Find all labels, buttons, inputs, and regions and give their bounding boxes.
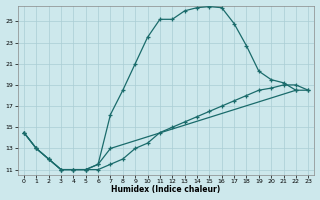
X-axis label: Humidex (Indice chaleur): Humidex (Indice chaleur) (111, 185, 221, 194)
